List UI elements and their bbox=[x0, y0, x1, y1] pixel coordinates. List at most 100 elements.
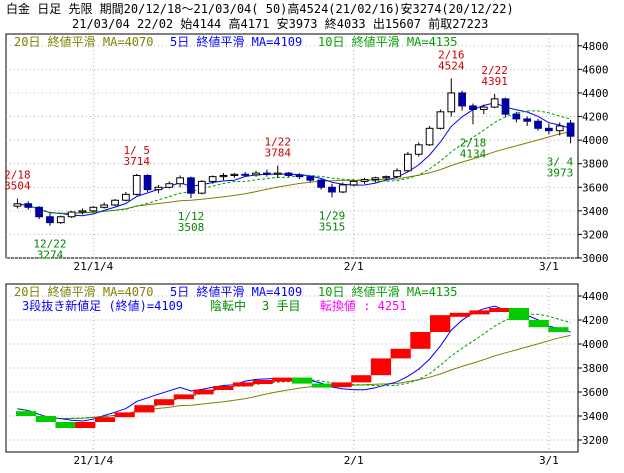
top-annotation-date: 2/18 bbox=[460, 136, 487, 149]
bottom-y-tick-label: 3800 bbox=[582, 362, 609, 375]
candle-body bbox=[328, 186, 336, 193]
top-annotation-date: 2/22 bbox=[481, 64, 508, 77]
bottom-ma-line-20 bbox=[17, 334, 571, 420]
candle-body bbox=[393, 170, 401, 178]
bottom-info-item: 陰転中 bbox=[210, 298, 246, 313]
top-annotation-value: 4524 bbox=[438, 59, 465, 72]
top-ma-line-20 bbox=[17, 131, 571, 214]
top-annotation-value: 3515 bbox=[319, 220, 346, 233]
candle-body bbox=[360, 179, 369, 182]
brick-up bbox=[489, 308, 510, 312]
top-annotation-value: 3973 bbox=[547, 166, 574, 179]
bottom-legend-item: 10日 終値平滑 MA=4135 bbox=[318, 284, 457, 299]
candle-body bbox=[555, 125, 564, 132]
candle-body bbox=[523, 118, 532, 122]
candle-body bbox=[273, 172, 282, 175]
bottom-legend-item: 20日 終値平滑 MA=4070 bbox=[14, 284, 153, 299]
top-annotation-value: 3714 bbox=[123, 155, 150, 168]
brick-down bbox=[16, 411, 37, 416]
brick-down bbox=[35, 416, 56, 422]
candle-body bbox=[458, 92, 466, 107]
brick-up bbox=[232, 382, 254, 387]
candle-body bbox=[436, 111, 445, 129]
candle-body bbox=[371, 177, 380, 181]
brick-up bbox=[193, 389, 214, 395]
top-annotation-date: 3/ 4 bbox=[547, 155, 574, 168]
candle-body bbox=[425, 127, 434, 146]
brick-up bbox=[430, 315, 451, 332]
top-y-tick-label: 4400 bbox=[582, 87, 609, 100]
candle-body bbox=[479, 106, 488, 110]
bottom-y-tick-label: 4400 bbox=[582, 290, 609, 303]
top-x-tick-label: 2/1 bbox=[344, 260, 364, 273]
candle-body bbox=[219, 174, 228, 178]
candle-body bbox=[545, 127, 553, 132]
brick-down bbox=[548, 327, 569, 332]
candle-body bbox=[197, 180, 206, 194]
candle-body bbox=[469, 105, 477, 110]
candle-body bbox=[67, 211, 76, 218]
candle-body bbox=[317, 179, 325, 188]
top-legend-item: 10日 終値平滑 MA=4135 bbox=[318, 34, 457, 49]
brick-up bbox=[213, 386, 234, 390]
candle-body bbox=[252, 172, 260, 176]
candle-body bbox=[512, 113, 521, 120]
candle-body bbox=[13, 203, 22, 207]
bottom-info-item: 3 手目 bbox=[262, 299, 300, 313]
bottom-x-tick-label: 21/1/4 bbox=[73, 454, 113, 467]
candle-body bbox=[122, 193, 130, 201]
top-annotation-date: 1/ 5 bbox=[123, 144, 150, 157]
top-y-tick-label: 3600 bbox=[582, 181, 609, 194]
candle-body bbox=[78, 210, 87, 213]
bottom-x-tick-label: 2/1 bbox=[344, 454, 364, 467]
top-annotation-value: 3274 bbox=[37, 249, 64, 262]
top-annotation-value: 3784 bbox=[264, 147, 291, 160]
candle-body bbox=[566, 122, 575, 137]
brick-up bbox=[173, 394, 194, 400]
candle-body bbox=[263, 172, 271, 175]
brick-up bbox=[469, 310, 490, 315]
candle-body bbox=[404, 153, 412, 172]
candle-body bbox=[56, 216, 65, 224]
bottom-y-tick-label: 3600 bbox=[582, 386, 609, 399]
brick-up bbox=[351, 375, 372, 383]
header-ohlc: 21/03/04 22/02 始4144 高4171 安3973 終4033 出… bbox=[72, 17, 489, 31]
brick-up bbox=[410, 332, 431, 349]
top-annotation-value: 4391 bbox=[481, 75, 508, 88]
brick-up bbox=[272, 377, 293, 382]
top-annotation-date: 2/18 bbox=[4, 169, 31, 182]
top-x-tick-label: 3/1 bbox=[539, 260, 559, 273]
header-title: 白金 日足 先限 期間20/12/18～21/03/04( 50)高4524(2… bbox=[6, 2, 514, 16]
candle-body bbox=[338, 184, 347, 193]
bottom-x-tick-label: 3/1 bbox=[539, 454, 559, 467]
top-y-tick-label: 3800 bbox=[582, 158, 609, 171]
candle-body bbox=[295, 174, 304, 178]
candle-body bbox=[187, 177, 195, 194]
brick-up bbox=[154, 399, 175, 406]
bottom-y-tick-label: 4000 bbox=[582, 338, 609, 351]
candle-body bbox=[306, 176, 315, 181]
candle-body bbox=[132, 174, 141, 195]
brick-down bbox=[292, 377, 313, 384]
brick-up bbox=[134, 405, 155, 413]
candle-body bbox=[382, 176, 391, 179]
candle-body bbox=[100, 204, 109, 208]
brick-down bbox=[508, 308, 530, 320]
candle-body bbox=[447, 92, 456, 113]
top-annotation-value: 4134 bbox=[460, 147, 487, 160]
top-annotation-date: 12/22 bbox=[33, 238, 66, 251]
top-y-tick-label: 4200 bbox=[582, 111, 609, 124]
top-panel-frame bbox=[5, 33, 579, 259]
candle-body bbox=[46, 216, 54, 224]
candle-body bbox=[111, 199, 119, 206]
brick-up bbox=[331, 382, 352, 388]
candle-body bbox=[165, 183, 174, 188]
bottom-legend-item: 5日 終値平滑 MA=4109 bbox=[170, 284, 302, 299]
top-y-tick-label: 3400 bbox=[582, 205, 609, 218]
top-annotation-date: 1/29 bbox=[319, 209, 346, 222]
brick-up bbox=[75, 422, 96, 428]
candle-body bbox=[154, 186, 163, 191]
brick-up bbox=[94, 417, 116, 422]
top-y-tick-label: 4800 bbox=[582, 40, 609, 53]
